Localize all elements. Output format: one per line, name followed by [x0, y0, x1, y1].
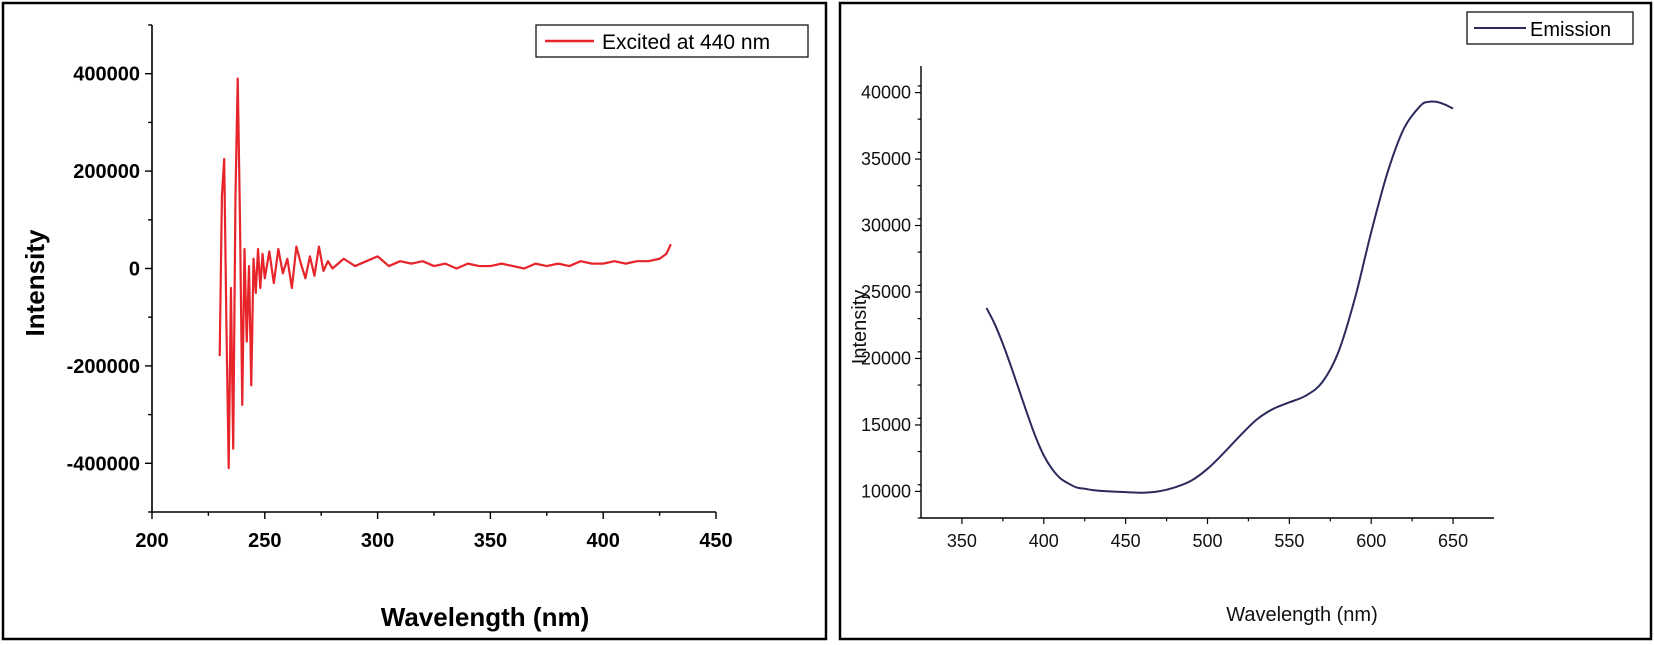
right-y-tick-label: 40000: [861, 83, 911, 103]
right-x-tick-label: 650: [1438, 531, 1468, 551]
left-legend-label: Excited at 440 nm: [602, 31, 770, 54]
right-y-tick-label: 25000: [861, 282, 911, 302]
left-x-tick-label: 300: [361, 530, 394, 552]
right-x-tick-label: 450: [1111, 531, 1141, 551]
left-y-tick-label: 400000: [73, 64, 140, 86]
right-x-tick-label: 400: [1029, 531, 1059, 551]
left-series-line-0: [218, 77, 672, 470]
left-x-axis-title: Wavelength (nm): [381, 602, 589, 632]
left-x-tick-label: 350: [474, 530, 507, 552]
right-y-tick-label: 35000: [861, 149, 911, 169]
right-y-tick-label: 30000: [861, 216, 911, 236]
left-y-axis-title: Intensity: [20, 229, 50, 336]
left-x-tick-label: 450: [699, 530, 732, 552]
right-x-tick-label: 600: [1356, 531, 1386, 551]
right-x-tick-label: 550: [1274, 531, 1304, 551]
left-y-tick-label: 200000: [73, 161, 140, 183]
left-y-tick-label: 0: [129, 259, 140, 281]
right-series-line-0: [985, 100, 1454, 494]
left-y-tick-label: -200000: [67, 356, 140, 378]
right-x-tick-label: 500: [1192, 531, 1222, 551]
right-legend-label: Emission: [1530, 19, 1611, 41]
right-y-tick-label: 10000: [861, 481, 911, 501]
right-panel-frame: [838, 1, 1653, 641]
left-plot-area: 200 250 300 350 400 450 -400000 -200000 0 200000 4…: [67, 24, 733, 552]
left-panel-frame: [1, 1, 828, 641]
left-y-tick-label: -400000: [67, 453, 140, 475]
right-y-tick-label: 15000: [861, 415, 911, 435]
right-plot-area: 350 400 450 500 550 600 650 10000 15000 20000 2500…: [861, 66, 1494, 551]
left-x-tick-label: 250: [248, 530, 281, 552]
right-x-tick-label: 350: [947, 531, 977, 551]
right-y-tick-label: 20000: [861, 348, 911, 368]
right-y-axis-title: Intensity: [849, 290, 871, 364]
left-x-tick-label: 400: [587, 530, 620, 552]
right-x-axis-title: Wavelength (nm): [1226, 604, 1378, 626]
left-x-tick-label: 200: [135, 530, 168, 552]
